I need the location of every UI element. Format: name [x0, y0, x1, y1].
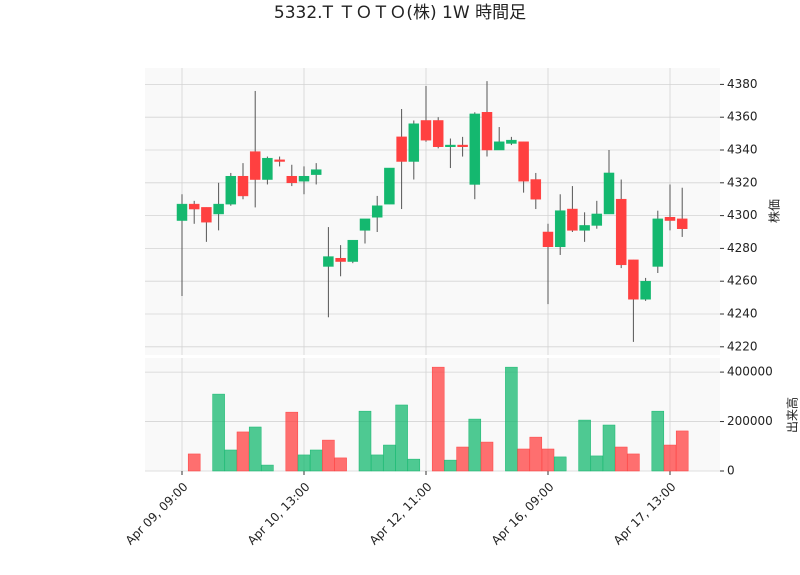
volume-bar [285, 411, 299, 472]
volume-bar [261, 464, 274, 472]
volume-bar [651, 410, 665, 472]
candle-body [201, 207, 212, 223]
candle-body [493, 141, 505, 151]
candle-body [567, 208, 578, 231]
candle-body [530, 179, 542, 200]
y-tick-label: 4380 [727, 77, 758, 91]
volume-bar [212, 393, 225, 472]
candle-body [249, 151, 261, 180]
volume-bar [309, 449, 323, 472]
candle-body [384, 167, 395, 205]
volume-bar [663, 444, 677, 472]
volume-bar [614, 446, 628, 472]
volume-bar [248, 426, 262, 472]
candle-body [335, 257, 346, 262]
y2-axis-label: 出来高 [785, 397, 800, 433]
y2-tick-label: 400000 [727, 365, 773, 379]
candle-body [676, 218, 688, 229]
volume-bar [529, 436, 543, 472]
candle-body [457, 144, 468, 147]
y-tick-label: 4280 [727, 241, 758, 255]
volume-bar [383, 444, 396, 472]
volume-bar [675, 430, 689, 472]
candle-body [603, 172, 615, 215]
candle-body [286, 175, 298, 184]
x-tick-label: Apr 16, 09:00 [489, 480, 557, 548]
candle-body [408, 123, 420, 162]
candle-body [591, 213, 603, 226]
candle-body [213, 203, 224, 215]
volume-bar [358, 410, 372, 472]
candle-body [432, 120, 444, 147]
volume-bar [505, 366, 518, 472]
y-tick-label: 4260 [727, 274, 758, 288]
y2-tick-label: 0 [727, 464, 735, 478]
volume-bar [236, 431, 250, 472]
candle-body [188, 203, 200, 210]
x-tick-label: Apr 10, 13:00 [245, 480, 313, 548]
volume-bar [602, 424, 616, 472]
y-tick-label: 4220 [727, 339, 758, 353]
volume-bar [553, 456, 567, 472]
candle-body [323, 256, 334, 267]
candle-body [469, 113, 481, 185]
candle-body [542, 231, 554, 248]
candle-body [518, 141, 529, 182]
volume-bar [541, 448, 555, 472]
candle-body [420, 120, 432, 141]
chart-title: 5332.T ＴＯＴＯ(株) 1W 時間足 [274, 3, 526, 23]
candle-body [371, 205, 383, 218]
volume-bar [480, 441, 494, 472]
y-tick-label: 4340 [727, 143, 758, 157]
volume-bar [407, 458, 421, 472]
y-axis-label: 株価 [767, 199, 782, 223]
y-tick-label: 4300 [727, 208, 758, 222]
candle-body [664, 216, 676, 221]
candle-body [347, 239, 359, 262]
candle-body [262, 157, 273, 180]
candle-body [579, 225, 590, 231]
y2-tick-label: 200000 [727, 414, 773, 428]
candle-body [359, 218, 371, 231]
candle-body [652, 218, 664, 267]
volume-bar [187, 453, 201, 472]
volume-bar [322, 439, 335, 472]
candle-body [310, 169, 322, 175]
volume-bar [468, 418, 482, 472]
candle-body [481, 112, 493, 151]
volume-bar [297, 454, 311, 472]
volume-bar [444, 459, 457, 472]
candle-body [615, 198, 627, 266]
y-tick-label: 4240 [727, 307, 758, 321]
volume-bar [456, 446, 469, 472]
candle-body [445, 144, 456, 147]
candle-body [554, 210, 566, 248]
y-tick-label: 4320 [727, 175, 758, 189]
volume-bar [517, 448, 530, 472]
x-tick-label: Apr 17, 13:00 [611, 480, 679, 548]
volume-bar [627, 453, 640, 472]
candle-body [176, 203, 188, 221]
volume-bar [334, 457, 347, 472]
candle-body [396, 136, 407, 162]
candle-body [298, 175, 310, 182]
volume-bar [370, 454, 384, 472]
volume-bar [224, 449, 238, 472]
volume-bar [590, 455, 604, 472]
volume-bar [578, 419, 591, 472]
candle-body [237, 175, 249, 197]
volume-bar [431, 366, 445, 472]
candle-body [628, 259, 639, 300]
candle-body [506, 139, 517, 144]
candle-body [274, 159, 285, 162]
candle-body [225, 175, 237, 205]
x-tick-label: Apr 09, 09:00 [123, 480, 191, 548]
volume-bar [395, 404, 408, 472]
y-tick-label: 4360 [727, 110, 758, 124]
candle-body [640, 280, 651, 300]
x-tick-label: Apr 12, 11:00 [367, 480, 435, 548]
